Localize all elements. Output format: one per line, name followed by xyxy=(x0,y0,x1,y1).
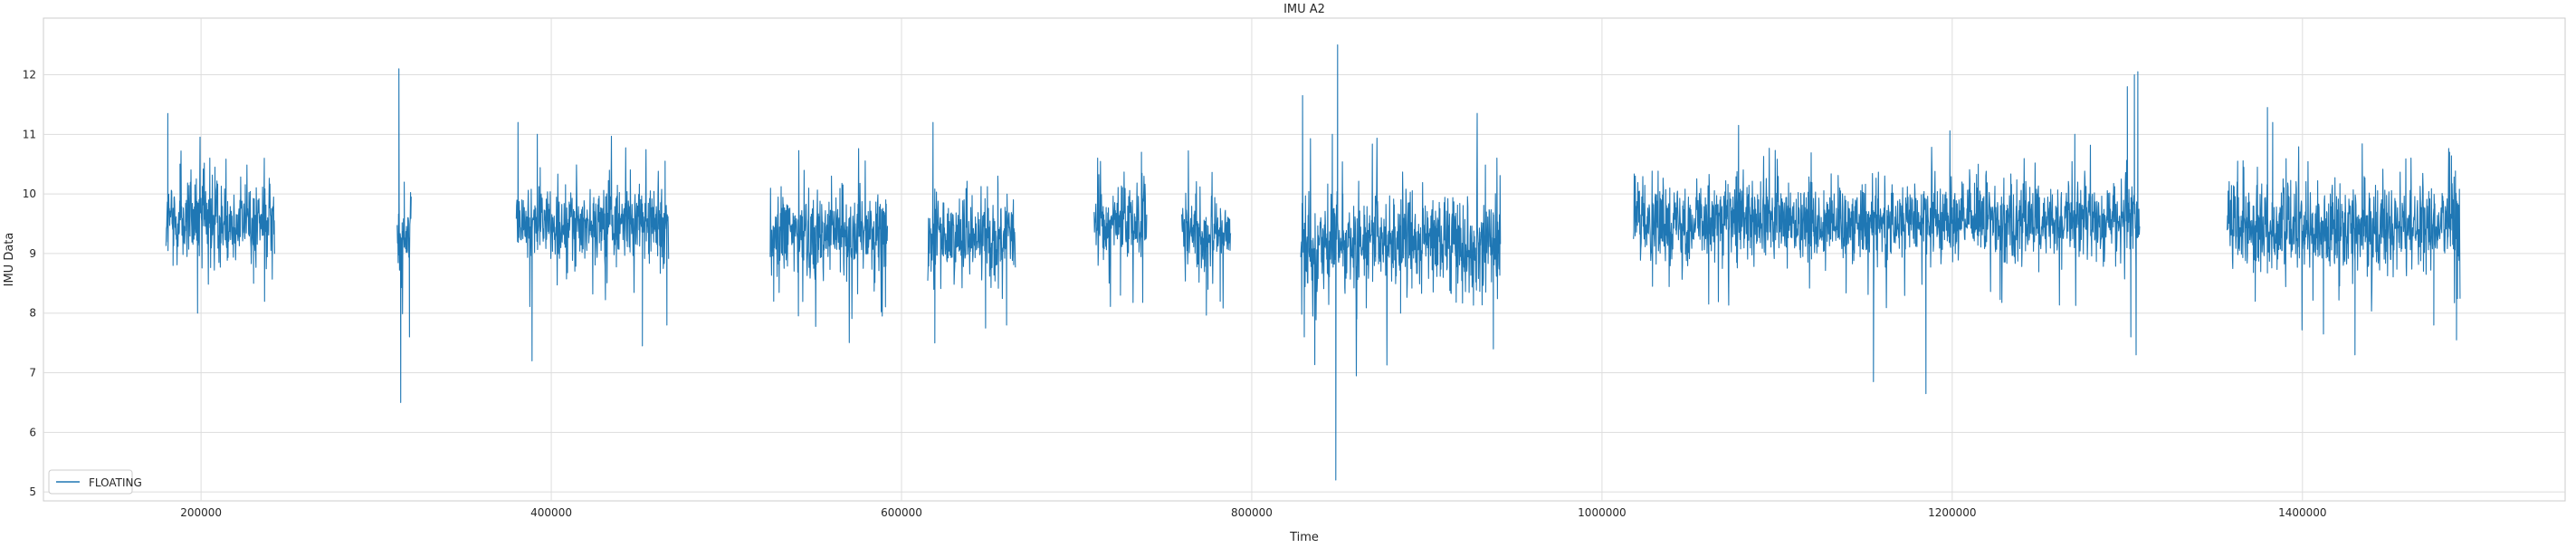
series-line-segment xyxy=(769,148,889,343)
x-tick-labels: 200000 400000 600000 800000 1000000 1200000 14… xyxy=(180,506,2326,519)
series-line-segment xyxy=(1093,151,1148,307)
series-line-segment xyxy=(165,112,275,314)
series-line-segment xyxy=(396,68,412,403)
series-line-segment xyxy=(1633,71,2141,395)
y-tick-label: 7 xyxy=(29,367,36,380)
series-layer xyxy=(165,44,2461,481)
y-tick-label: 8 xyxy=(29,307,36,320)
x-tick-label: 1000000 xyxy=(1578,506,1626,519)
x-tick-label: 1200000 xyxy=(1928,506,1976,519)
x-tick-label: 400000 xyxy=(530,506,572,519)
legend-box xyxy=(48,469,133,495)
y-tick-label: 12 xyxy=(23,69,36,82)
y-axis-label: IMU Data xyxy=(3,233,16,287)
x-tick-label: 1400000 xyxy=(2278,506,2326,519)
y-tick-labels: 5 6 7 8 9 10 11 12 xyxy=(23,69,36,499)
x-axis-label: Time xyxy=(1289,531,1319,544)
y-tick-label: 10 xyxy=(23,187,36,200)
series-line-segment xyxy=(515,121,670,361)
legend-label-floating: FLOATING xyxy=(89,476,142,489)
y-tick-label: 11 xyxy=(23,128,36,140)
y-tick-label: 9 xyxy=(29,247,36,260)
x-tick-label: 200000 xyxy=(180,506,222,519)
y-tick-label: 5 xyxy=(29,486,36,498)
series-line-segment xyxy=(2227,107,2461,356)
x-tick-label: 800000 xyxy=(1231,506,1273,519)
series-line-segment xyxy=(927,121,1016,344)
series-line-segment xyxy=(1181,149,1232,316)
grid xyxy=(43,18,2565,501)
y-tick-label: 6 xyxy=(29,426,36,438)
series-line-segment xyxy=(1300,44,1502,481)
x-tick-label: 600000 xyxy=(881,506,922,519)
chart-title: IMU A2 xyxy=(1283,3,1325,16)
legend: FLOATING xyxy=(48,469,142,495)
